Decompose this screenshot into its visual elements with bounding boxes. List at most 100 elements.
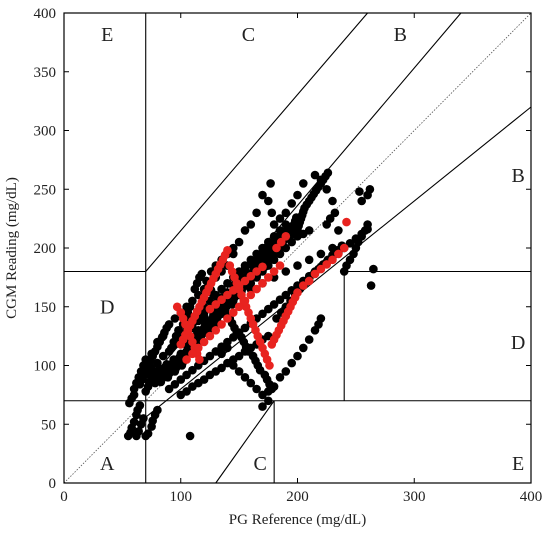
x-tick-label-3: 300 (403, 489, 426, 505)
series-0-point-293 (299, 179, 308, 188)
series-0-point-166 (170, 380, 180, 389)
zone-label-e-0: E (101, 24, 113, 46)
series-0-point-301 (266, 179, 275, 188)
series-1-point-60 (293, 288, 302, 297)
series-0-point-278 (363, 220, 372, 229)
series-1-point-63 (310, 269, 320, 279)
zone-label-c-7: C (253, 453, 266, 475)
series-0-point-352 (197, 269, 207, 279)
series-0-point-258 (258, 402, 267, 411)
series-0-point-254 (246, 378, 256, 388)
series-1-point-94 (229, 286, 238, 295)
series-0-point-257 (264, 396, 273, 406)
series-1-point-89 (182, 355, 191, 364)
series-1-point-72 (281, 232, 291, 241)
series-0-point-227 (234, 351, 244, 361)
series-0-point-348 (185, 302, 195, 312)
series-1-point-98 (252, 267, 261, 276)
zone-labels: E C B B D D A C E (100, 24, 525, 475)
series-1-point-78 (246, 290, 256, 300)
axis-ticks (63, 12, 532, 484)
series-0-point-303 (252, 208, 261, 218)
series-0-point-382 (269, 255, 279, 265)
series-1-point-71 (276, 237, 286, 247)
x-tick-label-1: 100 (170, 489, 193, 505)
series-0-point-181 (258, 309, 267, 319)
series-0-point-19 (153, 405, 162, 415)
zone-label-e-8: E (512, 453, 524, 475)
series-0-point-178 (240, 323, 250, 333)
zone-label-c-1: C (242, 24, 255, 46)
series-0-point-377 (185, 431, 195, 441)
series-1-point-9 (195, 355, 204, 364)
series-0-point-262 (281, 367, 291, 376)
series-0-point-422 (272, 314, 281, 323)
series-1-point-82 (223, 314, 232, 323)
series-0-point-283 (366, 281, 376, 290)
series-1-point-68 (339, 243, 349, 253)
series-0-point-15 (143, 429, 153, 438)
series-1-point-85 (205, 331, 215, 341)
series-1-point-74 (269, 267, 279, 276)
series-0-point-252 (234, 367, 244, 376)
series-0-point-221 (199, 375, 209, 384)
series-0-point-285 (334, 226, 343, 235)
series-points (123, 168, 378, 441)
series-1-point-92 (217, 295, 226, 305)
x-axis-label: PG Reference (mg/dL) (229, 512, 366, 528)
y-tick-label-1: 50 (41, 417, 56, 433)
series-0-point-253 (240, 373, 250, 382)
zone-label-a-6: A (100, 453, 115, 475)
series-0-point-297 (275, 214, 285, 223)
series-1-point-95 (234, 281, 244, 290)
series-1-point-30 (223, 246, 232, 255)
y-tick-label-4: 200 (34, 241, 57, 257)
series-1-point-84 (211, 326, 221, 335)
series-1-point-65 (322, 260, 332, 269)
series-0-point-3 (129, 417, 139, 427)
series-0-point-250 (223, 343, 232, 353)
y-axis-label: CGM Reading (mg/dL) (4, 177, 20, 319)
series-0-point-388 (304, 226, 314, 235)
y-tick-label-3: 150 (34, 300, 57, 316)
zone-label-b-2: B (394, 24, 407, 46)
zone-line-4 (145, 106, 532, 418)
series-0-point-183 (269, 300, 279, 309)
series-1-point-76 (258, 279, 267, 288)
y-tick-label-8: 400 (34, 6, 57, 22)
series-1-point-62 (304, 276, 314, 286)
series-0-point-282 (369, 264, 378, 274)
series-0-point-244 (281, 267, 291, 276)
series-0-point-402 (164, 347, 174, 356)
series-0-point-269 (316, 314, 326, 323)
series-0-point-169 (188, 365, 197, 375)
zone-line-2 (145, 12, 368, 272)
series-1-point-87 (194, 343, 203, 353)
series-0-point-404 (153, 358, 162, 368)
series-1-point-75 (264, 273, 273, 282)
series-1-point-99 (258, 262, 267, 272)
series-0-point-416 (258, 248, 267, 257)
series-1-point-91 (211, 300, 221, 309)
zone-label-b-3: B (511, 165, 524, 187)
series-0-point-401 (170, 340, 180, 349)
series-1-point-80 (234, 302, 244, 312)
series-1-point-61 (299, 281, 308, 290)
series-0-point-396 (199, 311, 209, 321)
series-1-point-69 (342, 217, 351, 227)
series-1-point-88 (188, 349, 197, 359)
series-0-point-9 (129, 390, 139, 400)
tick-labels: 0 100 200 300 400 0 50 100 150 200 250 300 350 400 (34, 6, 543, 505)
series-0-point-289 (328, 196, 337, 206)
zone-label-d-5: D (511, 332, 525, 354)
series-0-point-291 (316, 175, 326, 185)
series-0-point-385 (287, 237, 297, 247)
x-tick-label-0: 0 (60, 489, 68, 505)
series-0-point-168 (182, 370, 191, 380)
series-0-point-294 (293, 190, 302, 200)
series-0-point-167 (176, 375, 186, 384)
series-0-point-406 (143, 368, 153, 377)
series-0-point-255 (252, 384, 261, 394)
series-0-point-384 (281, 243, 291, 253)
